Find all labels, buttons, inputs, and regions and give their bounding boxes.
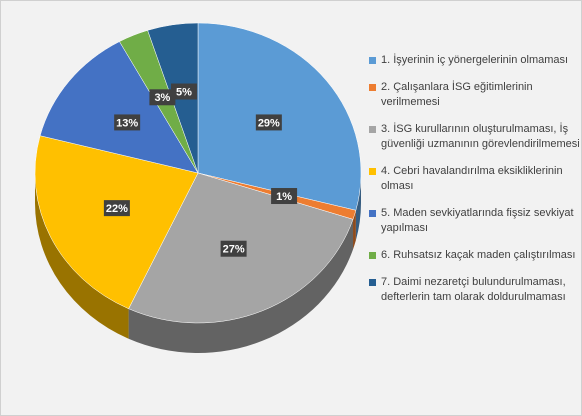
legend-label: 6. Ruhsatsız kaçak maden çalıştırılması	[381, 249, 576, 261]
slice	[39, 41, 199, 174]
data-label: 1%	[276, 191, 292, 203]
slice-side	[35, 173, 129, 339]
data-label-box	[149, 89, 176, 106]
legend-label: 7. Daimi nezaretçi bulundurulmaması, def…	[381, 276, 566, 303]
legend-item: 1. İşyerinin iç yönergelerinin olmaması	[369, 53, 581, 68]
legend-swatch	[369, 84, 376, 91]
legend-swatch	[369, 279, 376, 286]
legend-item: 3. İSG kurullarının oluşturulmaması, İş …	[369, 122, 581, 152]
legend-swatch	[369, 168, 376, 175]
slice	[34, 135, 199, 310]
legend-swatch	[369, 252, 376, 259]
legend-label: 4. Cebri havalandırılma eksikliklerinin …	[381, 165, 563, 192]
legend-item: 5. Maden sevkiyatlarında fişsiz sevkiyat…	[369, 206, 581, 236]
legend-item: 7. Daimi nezaretçi bulundurulmaması, def…	[369, 275, 581, 305]
data-label-box	[220, 240, 247, 257]
data-label: 29%	[258, 117, 280, 129]
data-label: 5%	[176, 86, 192, 98]
legend-item: 2. Çalışanlara İSG eğitimlerinin verilme…	[369, 80, 581, 110]
slice-side	[128, 219, 354, 353]
legend-label: 1. İşyerinin iç yönergelerinin olmaması	[381, 54, 569, 66]
data-label-box	[114, 114, 141, 131]
legend-swatch	[369, 57, 376, 64]
legend: 1. İşyerinin iç yönergelerinin olmaması 2…	[369, 53, 581, 317]
legend-label: 3. İSG kurullarının oluşturulmaması, İş …	[381, 123, 580, 150]
legend-item: 4. Cebri havalandırılma eksikliklerinin …	[369, 164, 581, 194]
data-label: 22%	[106, 203, 128, 215]
legend-swatch	[369, 126, 376, 133]
data-label-box	[271, 188, 298, 205]
data-label-box	[103, 200, 130, 217]
data-label: 27%	[223, 244, 245, 256]
data-label: 3%	[154, 92, 170, 104]
legend-swatch	[369, 210, 376, 217]
slice-side	[353, 210, 356, 250]
data-label-box	[255, 114, 282, 131]
data-label-box	[170, 83, 197, 100]
legend-label: 2. Çalışanlara İSG eğitimlerinin verilme…	[381, 81, 533, 108]
slice-side	[355, 173, 361, 241]
data-label: 13%	[116, 117, 138, 129]
legend-label: 5. Maden sevkiyatlarında fişsiz sevkiyat…	[381, 207, 574, 234]
legend-item: 6. Ruhsatsız kaçak maden çalıştırılması	[369, 248, 581, 263]
